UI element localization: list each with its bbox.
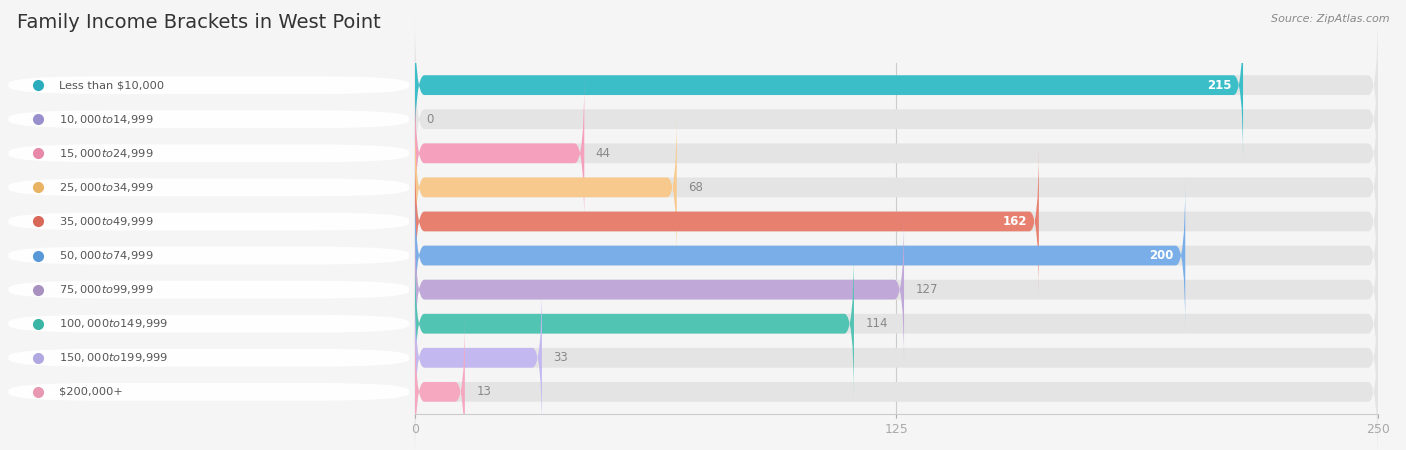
FancyBboxPatch shape (8, 212, 409, 230)
FancyBboxPatch shape (415, 180, 1378, 331)
FancyBboxPatch shape (415, 316, 465, 450)
FancyBboxPatch shape (415, 44, 1378, 194)
FancyBboxPatch shape (415, 146, 1039, 297)
FancyBboxPatch shape (415, 180, 1185, 331)
FancyBboxPatch shape (8, 349, 409, 367)
FancyBboxPatch shape (415, 248, 1378, 399)
FancyBboxPatch shape (415, 283, 1378, 433)
Text: $25,000 to $34,999: $25,000 to $34,999 (59, 181, 153, 194)
FancyBboxPatch shape (8, 247, 409, 265)
Text: $15,000 to $24,999: $15,000 to $24,999 (59, 147, 153, 160)
FancyBboxPatch shape (415, 112, 1378, 263)
FancyBboxPatch shape (415, 10, 1378, 161)
Text: 33: 33 (554, 351, 568, 364)
FancyBboxPatch shape (415, 78, 1378, 229)
FancyBboxPatch shape (415, 248, 853, 399)
FancyBboxPatch shape (8, 281, 409, 298)
Text: $10,000 to $14,999: $10,000 to $14,999 (59, 113, 153, 126)
Text: Family Income Brackets in West Point: Family Income Brackets in West Point (17, 14, 381, 32)
FancyBboxPatch shape (415, 316, 1378, 450)
FancyBboxPatch shape (415, 214, 1378, 365)
FancyBboxPatch shape (8, 315, 409, 333)
Text: 127: 127 (915, 283, 938, 296)
Text: Source: ZipAtlas.com: Source: ZipAtlas.com (1271, 14, 1389, 23)
Text: 0: 0 (426, 113, 433, 126)
Text: 162: 162 (1002, 215, 1028, 228)
Text: $50,000 to $74,999: $50,000 to $74,999 (59, 249, 153, 262)
FancyBboxPatch shape (415, 112, 676, 263)
Text: Less than $10,000: Less than $10,000 (59, 80, 165, 90)
Text: $150,000 to $199,999: $150,000 to $199,999 (59, 351, 169, 364)
FancyBboxPatch shape (8, 144, 409, 162)
Text: $200,000+: $200,000+ (59, 387, 122, 397)
FancyBboxPatch shape (8, 76, 409, 94)
Text: 114: 114 (866, 317, 889, 330)
Text: $100,000 to $149,999: $100,000 to $149,999 (59, 317, 169, 330)
Text: 68: 68 (689, 181, 703, 194)
FancyBboxPatch shape (8, 110, 409, 128)
Text: 44: 44 (596, 147, 610, 160)
Text: 200: 200 (1149, 249, 1174, 262)
FancyBboxPatch shape (415, 283, 541, 433)
FancyBboxPatch shape (8, 179, 409, 196)
FancyBboxPatch shape (415, 78, 585, 229)
Text: 13: 13 (477, 385, 491, 398)
FancyBboxPatch shape (8, 383, 409, 400)
FancyBboxPatch shape (415, 146, 1378, 297)
Text: 215: 215 (1206, 79, 1232, 92)
Text: $75,000 to $99,999: $75,000 to $99,999 (59, 283, 153, 296)
Text: $35,000 to $49,999: $35,000 to $49,999 (59, 215, 153, 228)
FancyBboxPatch shape (415, 10, 1243, 161)
FancyBboxPatch shape (415, 214, 904, 365)
